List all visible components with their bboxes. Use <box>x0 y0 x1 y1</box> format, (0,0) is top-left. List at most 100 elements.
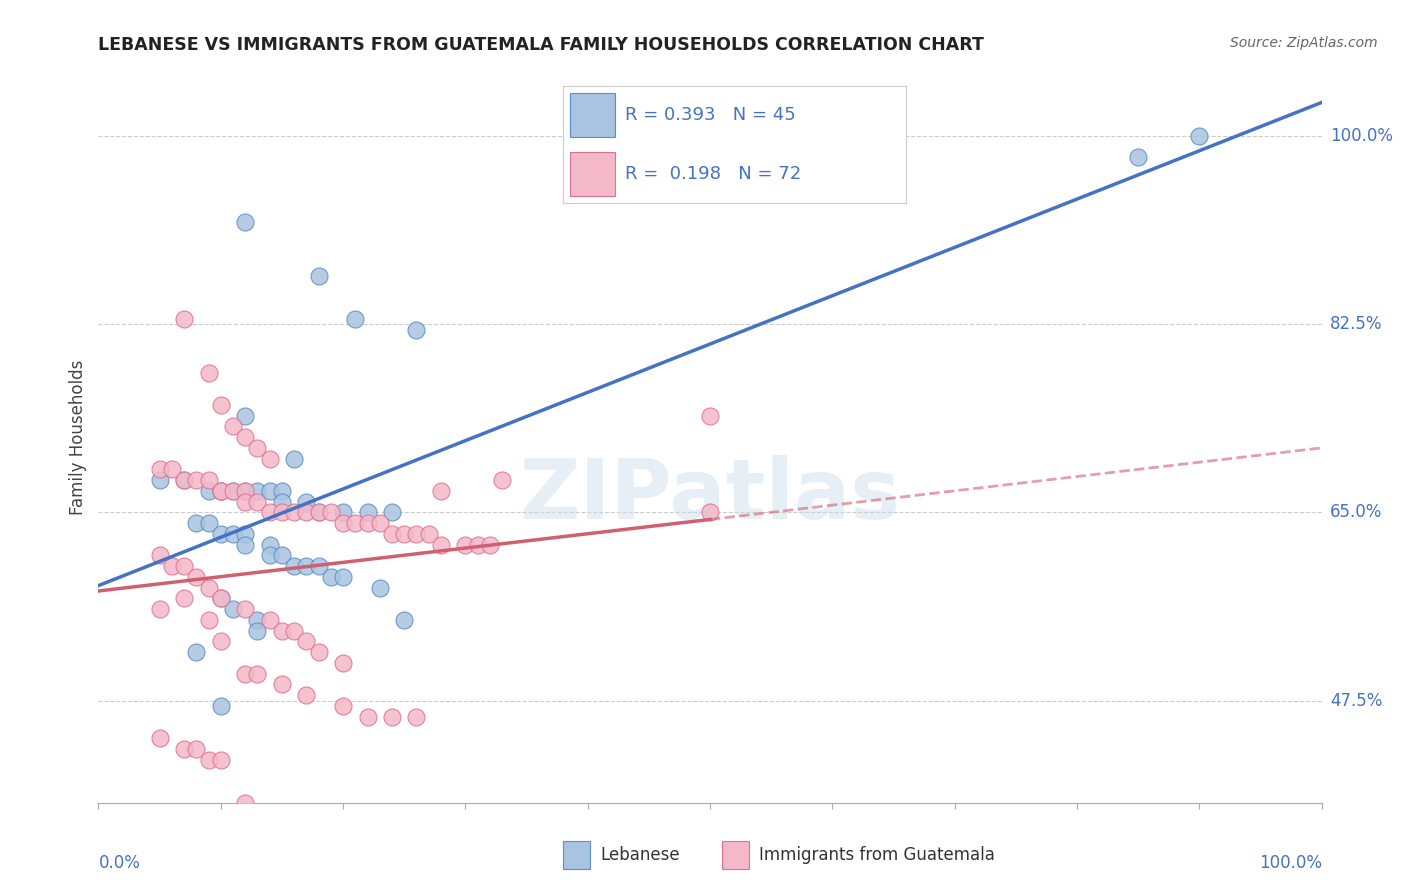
Point <box>222 602 245 616</box>
Point <box>259 483 281 498</box>
Point <box>270 624 294 638</box>
Point <box>233 215 256 229</box>
Bar <box>564 841 591 869</box>
Point <box>392 613 416 627</box>
Point <box>467 538 489 552</box>
Point <box>209 527 232 541</box>
Point <box>149 462 172 476</box>
Point <box>699 505 721 519</box>
Point <box>308 505 330 519</box>
Point <box>270 483 294 498</box>
Text: 100.0%: 100.0% <box>1258 854 1322 872</box>
Point <box>259 451 281 466</box>
Point <box>209 398 232 412</box>
Point <box>186 473 208 487</box>
Point <box>246 666 269 681</box>
Point <box>233 796 256 810</box>
Point <box>149 549 172 563</box>
Point <box>332 505 354 519</box>
Point <box>259 613 281 627</box>
Point <box>246 483 269 498</box>
Point <box>1188 128 1211 143</box>
Point <box>209 591 232 606</box>
Point <box>332 656 354 670</box>
Point <box>160 559 183 574</box>
Point <box>295 634 318 648</box>
Point <box>233 527 256 541</box>
Point <box>1128 150 1150 164</box>
Point <box>209 634 232 648</box>
Point <box>233 602 256 616</box>
Point <box>454 538 477 552</box>
Point <box>209 591 232 606</box>
Point <box>246 613 269 627</box>
Point <box>356 516 378 530</box>
Point <box>209 698 232 713</box>
Point <box>283 451 305 466</box>
Point <box>381 527 404 541</box>
Bar <box>723 841 749 869</box>
Point <box>308 559 330 574</box>
Point <box>246 441 269 455</box>
Point <box>149 602 172 616</box>
Point <box>295 505 318 519</box>
Point <box>209 753 232 767</box>
Point <box>295 688 318 702</box>
Point <box>233 483 256 498</box>
Point <box>430 538 453 552</box>
Point <box>319 570 342 584</box>
Point <box>270 549 294 563</box>
Point <box>233 538 256 552</box>
Point <box>186 645 208 659</box>
Point <box>405 710 427 724</box>
Point <box>233 409 256 423</box>
Text: 0.0%: 0.0% <box>98 854 141 872</box>
Point <box>270 677 294 691</box>
Point <box>283 559 305 574</box>
Point <box>222 527 245 541</box>
Point <box>233 666 256 681</box>
Point <box>308 645 330 659</box>
Point <box>259 505 281 519</box>
Point <box>356 710 378 724</box>
Point <box>405 527 427 541</box>
Text: Immigrants from Guatemala: Immigrants from Guatemala <box>759 846 995 863</box>
Text: 82.5%: 82.5% <box>1330 315 1382 333</box>
Point <box>186 806 208 821</box>
Point <box>392 527 416 541</box>
Point <box>368 516 391 530</box>
Point <box>308 268 330 283</box>
Point <box>149 731 172 746</box>
Point <box>233 483 256 498</box>
Point <box>491 473 513 487</box>
Point <box>197 366 219 380</box>
Text: Source: ZipAtlas.com: Source: ZipAtlas.com <box>1230 36 1378 50</box>
Point <box>381 505 404 519</box>
Text: LEBANESE VS IMMIGRANTS FROM GUATEMALA FAMILY HOUSEHOLDS CORRELATION CHART: LEBANESE VS IMMIGRANTS FROM GUATEMALA FA… <box>98 36 984 54</box>
Point <box>222 419 245 434</box>
Text: 65.0%: 65.0% <box>1330 503 1382 522</box>
Point <box>283 624 305 638</box>
Point <box>319 505 342 519</box>
Point <box>430 483 453 498</box>
Point <box>418 527 440 541</box>
Point <box>259 549 281 563</box>
Point <box>222 483 245 498</box>
Point <box>332 516 354 530</box>
Point <box>344 311 367 326</box>
Point <box>295 559 318 574</box>
Point <box>209 483 232 498</box>
Point <box>186 742 208 756</box>
Point <box>197 516 219 530</box>
Point <box>173 591 195 606</box>
Point <box>246 494 269 508</box>
Point <box>233 494 256 508</box>
Point <box>246 624 269 638</box>
Text: Lebanese: Lebanese <box>600 846 679 863</box>
Point <box>381 710 404 724</box>
Point <box>160 462 183 476</box>
Point <box>173 311 195 326</box>
Point <box>332 570 354 584</box>
Point <box>173 742 195 756</box>
Point <box>197 613 219 627</box>
